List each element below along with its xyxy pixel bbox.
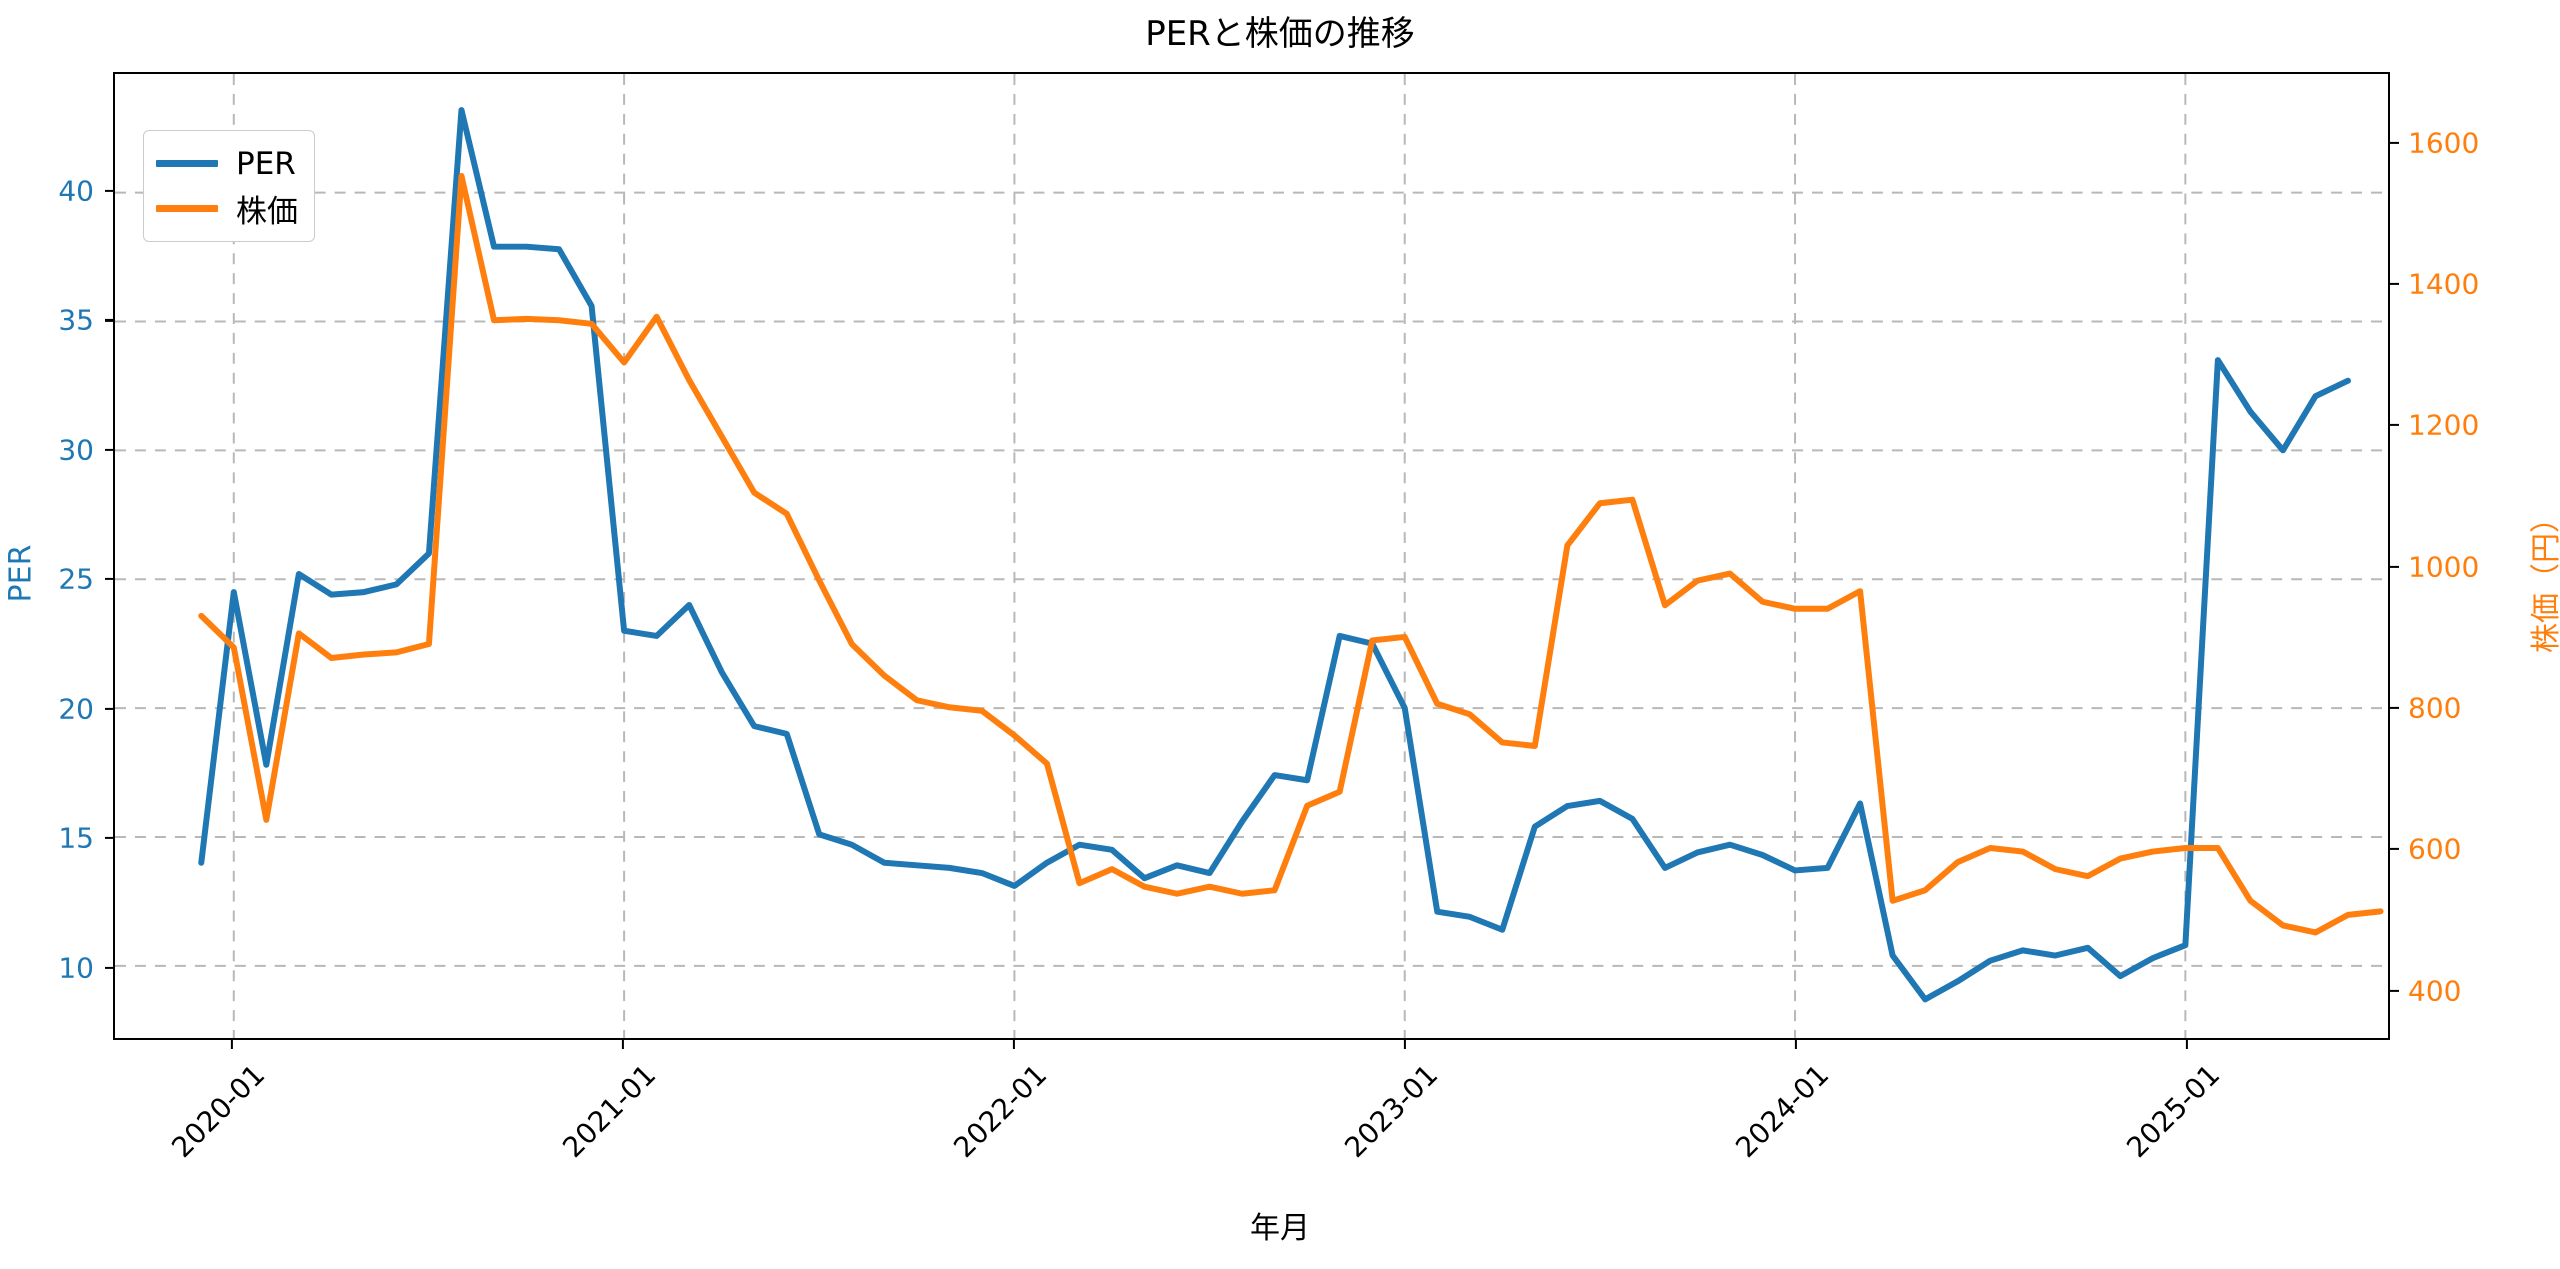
y-tickmark-right-600 bbox=[2390, 848, 2399, 851]
legend-item-per[interactable]: PER bbox=[156, 141, 298, 186]
x-tick-2022-01: 2022-01 bbox=[947, 1058, 1054, 1165]
x-tick-2023-01: 2023-01 bbox=[1338, 1058, 1445, 1165]
legend-swatch-kabuka bbox=[156, 205, 218, 212]
y-tickmark-right-1400 bbox=[2390, 282, 2399, 286]
plot-area bbox=[113, 72, 2390, 1040]
x-tick-2024-01: 2024-01 bbox=[1729, 1058, 1836, 1165]
x-tickmark-2021-01 bbox=[621, 1040, 625, 1049]
x-tickmark-2022-01 bbox=[1012, 1040, 1016, 1049]
y-tick-right-800: 800 bbox=[2408, 691, 2462, 725]
series-line-株価 bbox=[198, 173, 2384, 936]
legend-label-per: PER bbox=[236, 145, 296, 182]
y-tickmark-right-400 bbox=[2390, 989, 2399, 992]
x-tick-2025-01: 2025-01 bbox=[2120, 1058, 2227, 1165]
series-line-PER bbox=[198, 107, 2351, 1003]
x-tickmark-2025-01 bbox=[2185, 1040, 2189, 1049]
y-tick-left-10: 10 bbox=[58, 951, 94, 985]
x-tickmark-2020-01 bbox=[230, 1040, 234, 1049]
y-tick-right-1200: 1200 bbox=[2408, 408, 2480, 442]
y-tickmark-right-1600 bbox=[2390, 141, 2399, 144]
legend-label-kabuka: 株価 bbox=[236, 194, 298, 230]
y-tickmark-left-40 bbox=[105, 189, 114, 193]
legend-swatch-per bbox=[156, 160, 218, 167]
y-tickmark-left-10 bbox=[105, 966, 114, 969]
y-tickmark-right-1000 bbox=[2390, 565, 2399, 568]
y-tickmark-left-30 bbox=[105, 448, 114, 451]
y-axis-right-label: 株価（円） bbox=[2529, 503, 2560, 653]
y-tickmark-left-15 bbox=[105, 837, 114, 840]
chart-legend[interactable]: PER 株価 bbox=[143, 130, 315, 242]
chart-title: PERと株価の推移 bbox=[1145, 14, 1415, 54]
y-tick-left-25: 25 bbox=[58, 562, 94, 596]
x-tickmark-2023-01 bbox=[1403, 1040, 1407, 1049]
legend-item-kabuka[interactable]: 株価 bbox=[156, 186, 298, 231]
y-tick-right-1000: 1000 bbox=[2408, 550, 2480, 584]
grid-lines bbox=[115, 74, 2388, 1038]
y-tick-right-400: 400 bbox=[2408, 974, 2462, 1008]
y-tickmark-left-35 bbox=[105, 319, 114, 322]
y-tickmark-left-20 bbox=[105, 707, 114, 710]
x-tickmark-2024-01 bbox=[1794, 1040, 1798, 1049]
y-tick-left-15: 15 bbox=[58, 821, 94, 855]
y-tickmark-right-1200 bbox=[2390, 424, 2399, 427]
y-tick-left-30: 30 bbox=[58, 433, 94, 467]
data-lines bbox=[198, 107, 2384, 1003]
y-tick-left-40: 40 bbox=[58, 174, 94, 208]
y-tick-right-1400: 1400 bbox=[2408, 267, 2480, 301]
y-tick-right-1600: 1600 bbox=[2408, 126, 2480, 160]
x-axis-label: 年月 bbox=[1250, 1211, 1310, 1246]
y-tickmark-right-800 bbox=[2390, 706, 2399, 709]
y-axis-left-label: PER bbox=[3, 544, 39, 603]
y-tick-left-20: 20 bbox=[58, 692, 94, 726]
y-tick-right-600: 600 bbox=[2408, 832, 2462, 866]
x-tick-2021-01: 2021-01 bbox=[556, 1058, 663, 1165]
x-tick-2020-01: 2020-01 bbox=[165, 1058, 272, 1165]
y-tick-left-35: 35 bbox=[58, 303, 94, 337]
y-tickmark-left-25 bbox=[105, 578, 114, 581]
